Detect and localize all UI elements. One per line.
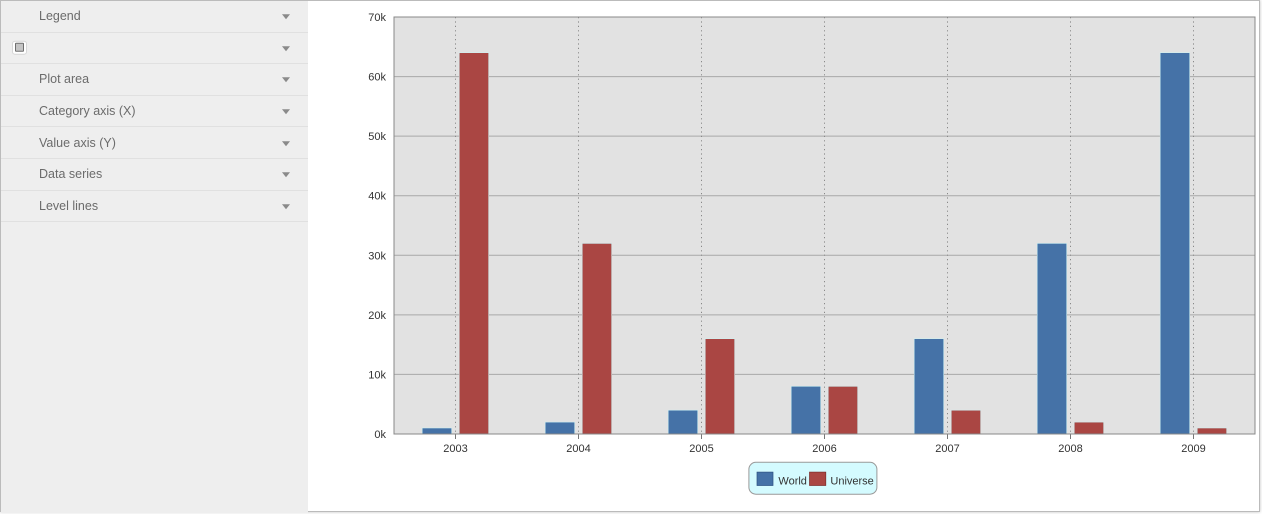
svg-text:20k: 20k bbox=[368, 310, 386, 322]
svg-text:2009: 2009 bbox=[1181, 443, 1205, 455]
svg-text:0k: 0k bbox=[374, 429, 386, 441]
svg-text:30k: 30k bbox=[368, 250, 386, 262]
svg-text:50k: 50k bbox=[368, 131, 386, 143]
svg-text:2005: 2005 bbox=[689, 443, 713, 455]
svg-text:2007: 2007 bbox=[935, 443, 959, 455]
svg-text:2004: 2004 bbox=[566, 443, 590, 455]
svg-text:40k: 40k bbox=[368, 191, 386, 203]
svg-text:2008: 2008 bbox=[1058, 443, 1082, 455]
svg-text:Universe: Universe bbox=[830, 475, 873, 487]
svg-text:70k: 70k bbox=[368, 12, 386, 24]
svg-text:2006: 2006 bbox=[812, 443, 836, 455]
svg-text:60k: 60k bbox=[368, 72, 386, 84]
svg-text:10k: 10k bbox=[368, 369, 386, 381]
svg-text:2003: 2003 bbox=[443, 443, 467, 455]
svg-text:World: World bbox=[778, 475, 807, 487]
